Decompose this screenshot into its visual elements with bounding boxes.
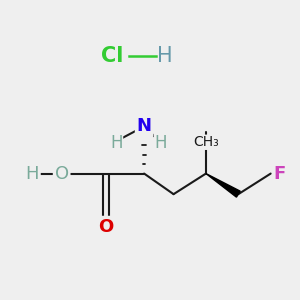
Text: N: N (136, 117, 152, 135)
Text: H: H (110, 134, 122, 152)
Text: H: H (157, 46, 172, 66)
Text: CH₃: CH₃ (193, 135, 219, 149)
Text: F: F (274, 165, 286, 183)
Text: O: O (55, 165, 69, 183)
Text: O: O (98, 218, 113, 236)
Polygon shape (206, 174, 240, 197)
Text: H: H (154, 134, 167, 152)
Text: H: H (26, 165, 39, 183)
Text: Cl: Cl (100, 46, 123, 66)
